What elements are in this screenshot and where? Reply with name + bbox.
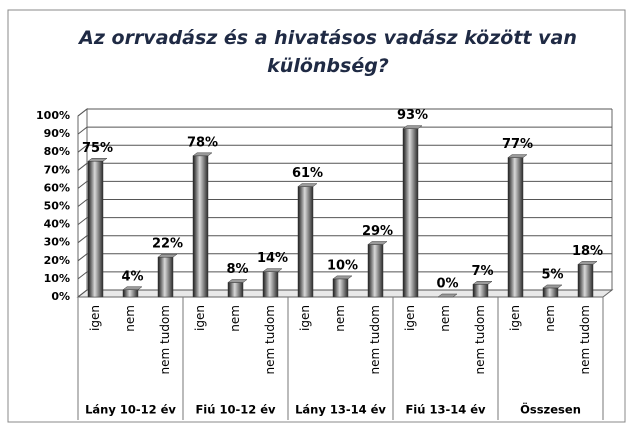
grid-line	[77, 217, 88, 225]
data-label: 29%	[362, 224, 393, 239]
bar	[402, 128, 419, 298]
y-tick-label: 70%	[44, 163, 70, 176]
bar-top	[332, 275, 353, 280]
data-label: 75%	[82, 141, 113, 156]
bar-top	[227, 279, 248, 283]
y-tick-label: 30%	[44, 236, 70, 249]
data-label: 77%	[502, 137, 533, 152]
data-label: 10%	[327, 258, 358, 273]
y-tick-label: 20%	[44, 254, 70, 267]
data-label: 22%	[152, 237, 183, 252]
bar	[157, 256, 174, 298]
group-label: Fiú 13-14 év	[405, 403, 486, 417]
grid-line	[77, 181, 88, 189]
x-tick-label: nem	[123, 305, 137, 332]
grid-line	[77, 126, 88, 135]
bar-top	[472, 281, 493, 285]
bar	[262, 271, 279, 298]
bar-top	[157, 253, 178, 258]
bar	[367, 244, 384, 298]
bar	[577, 264, 594, 298]
x-tick-label: nem tudom	[368, 305, 382, 374]
bar-top	[577, 261, 598, 265]
y-tick-label: 40%	[44, 218, 70, 231]
group-label: Lány 13-14 év	[295, 403, 386, 417]
bar-top	[542, 284, 563, 289]
bar-top	[437, 293, 458, 298]
grid-line	[77, 253, 88, 262]
y-tick-label: 10%	[44, 272, 70, 285]
bar-top	[367, 241, 388, 245]
bar-top	[507, 154, 528, 158]
data-label: 4%	[121, 269, 143, 284]
x-tick-label: igen	[403, 305, 417, 331]
x-tick-label: igen	[88, 305, 102, 331]
x-tick-label: nem tudom	[263, 305, 277, 374]
grid-line	[77, 162, 88, 171]
data-label: 93%	[397, 108, 428, 123]
grid-line	[77, 144, 88, 153]
y-tick-label: 90%	[44, 127, 70, 140]
bar-top	[262, 268, 283, 272]
group-label: Összesen	[520, 402, 581, 417]
chart-title: Az orrvadász és a hivatásos vadász közöt…	[77, 27, 577, 77]
group-label: Fiú 10-12 év	[195, 403, 276, 417]
x-tick-label: nem tudom	[158, 305, 172, 374]
y-tick-label: 60%	[44, 181, 70, 194]
x-tick-label: igen	[508, 305, 522, 331]
bar-top	[297, 183, 318, 187]
grid-line	[77, 199, 88, 207]
grid-line	[77, 235, 88, 244]
x-tick-label: nem tudom	[473, 305, 487, 374]
y-tick-label: 80%	[44, 145, 70, 158]
bar	[192, 155, 209, 298]
data-label: 0%	[436, 277, 458, 292]
bar	[227, 282, 244, 298]
grid-line	[77, 108, 88, 117]
grid-line	[77, 289, 88, 298]
bar-top	[192, 152, 213, 157]
data-label: 8%	[226, 262, 248, 277]
bar	[122, 289, 139, 298]
bar-top	[122, 286, 143, 291]
data-label: 14%	[257, 251, 288, 266]
bar	[332, 278, 349, 298]
bar	[472, 284, 489, 298]
grid-line	[77, 271, 88, 280]
bar	[542, 287, 559, 298]
bar	[297, 186, 314, 298]
bar-top	[87, 158, 108, 162]
x-tick-label: nem	[438, 305, 452, 332]
data-label: 7%	[471, 264, 493, 279]
data-label: 5%	[541, 267, 563, 282]
data-label: 61%	[292, 166, 323, 181]
bar	[87, 161, 104, 298]
bar-top	[402, 125, 423, 129]
bar	[507, 157, 524, 298]
data-label: 78%	[187, 135, 218, 150]
y-tick-label: 100%	[36, 109, 70, 122]
group-label: Lány 10-12 év	[85, 403, 176, 417]
y-tick-label: 0%	[51, 290, 70, 303]
x-tick-label: nem	[228, 305, 242, 332]
x-tick-label: igen	[193, 305, 207, 331]
data-label: 18%	[572, 244, 603, 259]
x-tick-label: nem	[543, 305, 557, 332]
x-tick-label: nem	[333, 305, 347, 332]
x-tick-label: igen	[298, 305, 312, 331]
x-tick-label: nem tudom	[578, 305, 592, 374]
y-tick-label: 50%	[44, 200, 70, 213]
